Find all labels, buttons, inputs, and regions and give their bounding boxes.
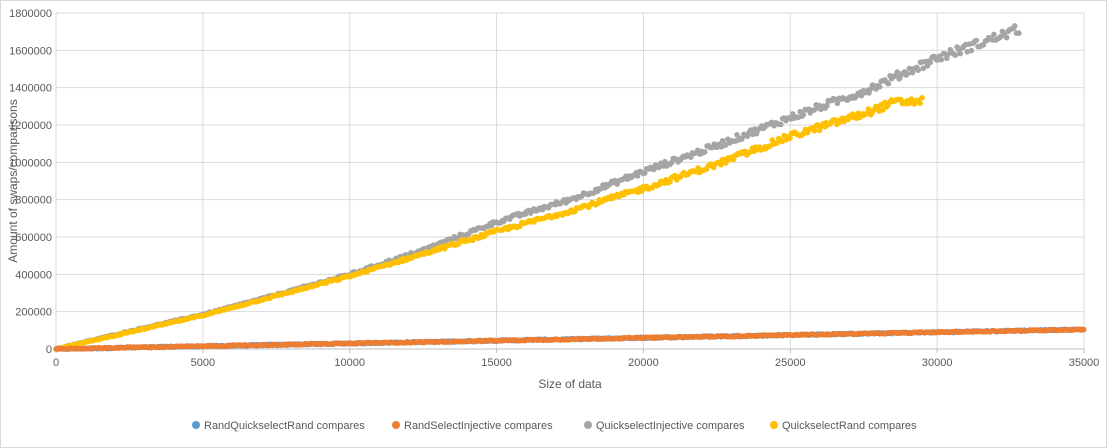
data-point: [991, 31, 997, 38]
data-point: [952, 52, 959, 58]
data-point: [1016, 30, 1022, 36]
legend-marker: [392, 421, 400, 429]
data-point: [876, 84, 883, 90]
data-point: [778, 121, 784, 128]
y-tick-label: 600000: [15, 232, 52, 244]
y-axis-title: Amount of swaps/comparisons: [6, 99, 20, 262]
legend-label: QuickselectRand compares: [782, 420, 917, 432]
data-point: [920, 65, 926, 72]
x-tick-label: 0: [53, 357, 59, 369]
x-tick-label: 35000: [1069, 357, 1100, 369]
data-point: [885, 80, 892, 87]
y-tick-label: 200000: [15, 307, 52, 319]
data-point: [719, 138, 726, 144]
x-axis-title: Size of data: [538, 377, 602, 391]
legend-label: QuickselectInjective compares: [596, 420, 745, 432]
y-tick-label: 1200000: [9, 120, 52, 132]
data-point: [834, 100, 841, 107]
data-point: [917, 100, 923, 107]
data-point: [739, 136, 745, 142]
data-point: [945, 51, 951, 58]
series-1: [53, 326, 1087, 352]
data-point: [968, 47, 975, 54]
data-point: [919, 95, 925, 101]
data-point: [800, 111, 807, 118]
x-tick-label: 20000: [628, 357, 659, 369]
data-point: [811, 127, 818, 134]
y-tick-label: 1400000: [9, 83, 52, 95]
data-point: [865, 106, 872, 112]
series-2: [53, 23, 1022, 352]
legend-marker: [584, 421, 592, 429]
tick-labels: 0 5000 10000 15000 20000 25000 30000 35000 0 2000…: [9, 8, 1099, 369]
x-tick-label: 5000: [191, 357, 215, 369]
data-point: [973, 37, 980, 44]
x-tick-label: 30000: [922, 357, 953, 369]
data-point: [723, 160, 729, 166]
data-point: [789, 111, 796, 117]
data-point: [787, 135, 793, 142]
data-point: [1003, 34, 1010, 41]
data-point: [904, 71, 911, 77]
data-series: [53, 23, 1087, 352]
legend-marker: [770, 421, 778, 429]
x-tick-label: 15000: [481, 357, 512, 369]
y-tick-label: 800000: [15, 195, 52, 207]
data-point: [915, 67, 921, 73]
x-tick-label: 25000: [775, 357, 806, 369]
data-point: [702, 149, 708, 155]
x-tick-label: 10000: [334, 357, 365, 369]
legend-label: RandQuickselectRand compares: [204, 420, 365, 432]
legend-label: RandSelectInjective compares: [404, 420, 553, 432]
data-point: [718, 162, 724, 168]
legend-marker: [192, 421, 200, 429]
data-point: [894, 69, 901, 75]
data-point: [964, 49, 970, 55]
y-tick-label: 1600000: [9, 45, 52, 57]
y-tick-label: 0: [46, 344, 52, 356]
data-point: [927, 59, 934, 66]
data-point: [1011, 23, 1018, 29]
y-tick-label: 400000: [15, 269, 52, 281]
data-point: [957, 50, 964, 57]
legend: RandQuickselectRand compares RandSelectIn…: [192, 420, 917, 432]
data-point: [688, 154, 694, 160]
data-point: [642, 170, 648, 176]
data-point: [1080, 326, 1087, 333]
y-tick-label: 1000000: [9, 157, 52, 169]
data-point: [824, 102, 830, 109]
axes: [55, 348, 1085, 353]
series-3: [53, 95, 925, 352]
data-point: [938, 56, 945, 63]
data-point: [734, 132, 740, 138]
data-point: [634, 173, 641, 179]
y-tick-label: 1800000: [9, 8, 52, 20]
